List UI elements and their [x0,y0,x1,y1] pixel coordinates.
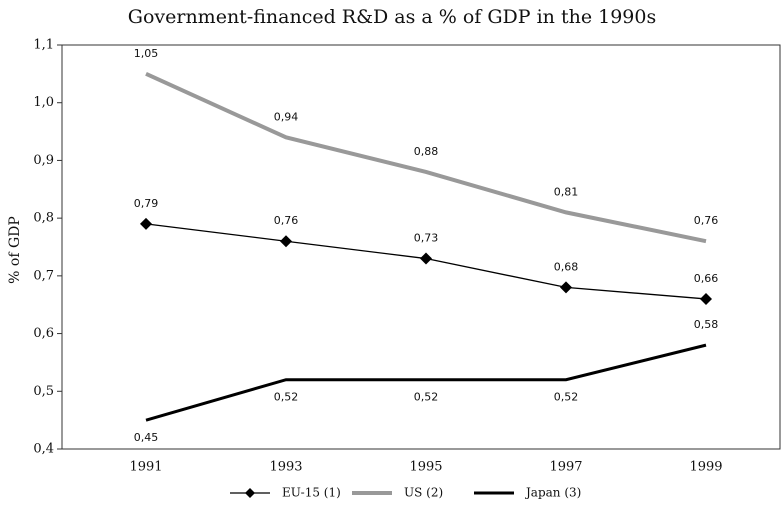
value-label: 0,81 [554,185,579,198]
value-label: 0,58 [694,318,719,331]
value-label: 0,94 [274,110,299,123]
chart-title: Government-financed R&D as a % of GDP in… [128,6,656,28]
y-tick-label: 0,5 [33,384,54,399]
value-label: 0,73 [414,232,439,245]
plot-frame [61,44,781,450]
value-label: 1,05 [134,47,159,60]
point-marker [700,292,712,305]
line-series [145,72,707,244]
legend-label: EU-15 (1) [282,486,341,500]
value-label: 0,88 [414,145,439,158]
legend-label: US (2) [404,486,443,500]
value-label: 0,52 [274,391,299,404]
x-tick-label: 1999 [689,460,722,475]
y-tick-label: 0,8 [33,211,54,226]
x-tick-label: 1995 [409,460,442,475]
y-tick-label: 0,9 [33,153,54,168]
y-tick-label: 1,1 [33,38,54,53]
point-marker [560,281,572,294]
value-label: 0,79 [134,197,159,210]
y-axis-label: % of GDP [7,216,23,284]
point-marker [420,252,432,265]
value-label: 0,68 [554,260,579,273]
line-series [145,343,707,422]
value-label: 0,52 [414,391,439,404]
value-label: 0,66 [694,272,719,285]
y-tick-label: 0,7 [33,268,54,283]
point-marker [280,235,292,248]
y-tick-label: 0,4 [33,442,54,457]
y-tick-label: 0,6 [33,326,54,341]
legend-label: Japan (3) [524,486,581,500]
value-label: 0,52 [554,391,579,404]
x-tick-label: 1991 [129,460,162,475]
x-tick-label: 1997 [549,460,582,475]
value-label: 0,76 [694,214,719,227]
x-tick-label: 1993 [269,460,302,475]
y-tick-label: 1,0 [33,95,54,110]
value-label: 0,76 [274,214,299,227]
value-label: 0,45 [134,431,159,444]
point-marker [140,217,152,230]
